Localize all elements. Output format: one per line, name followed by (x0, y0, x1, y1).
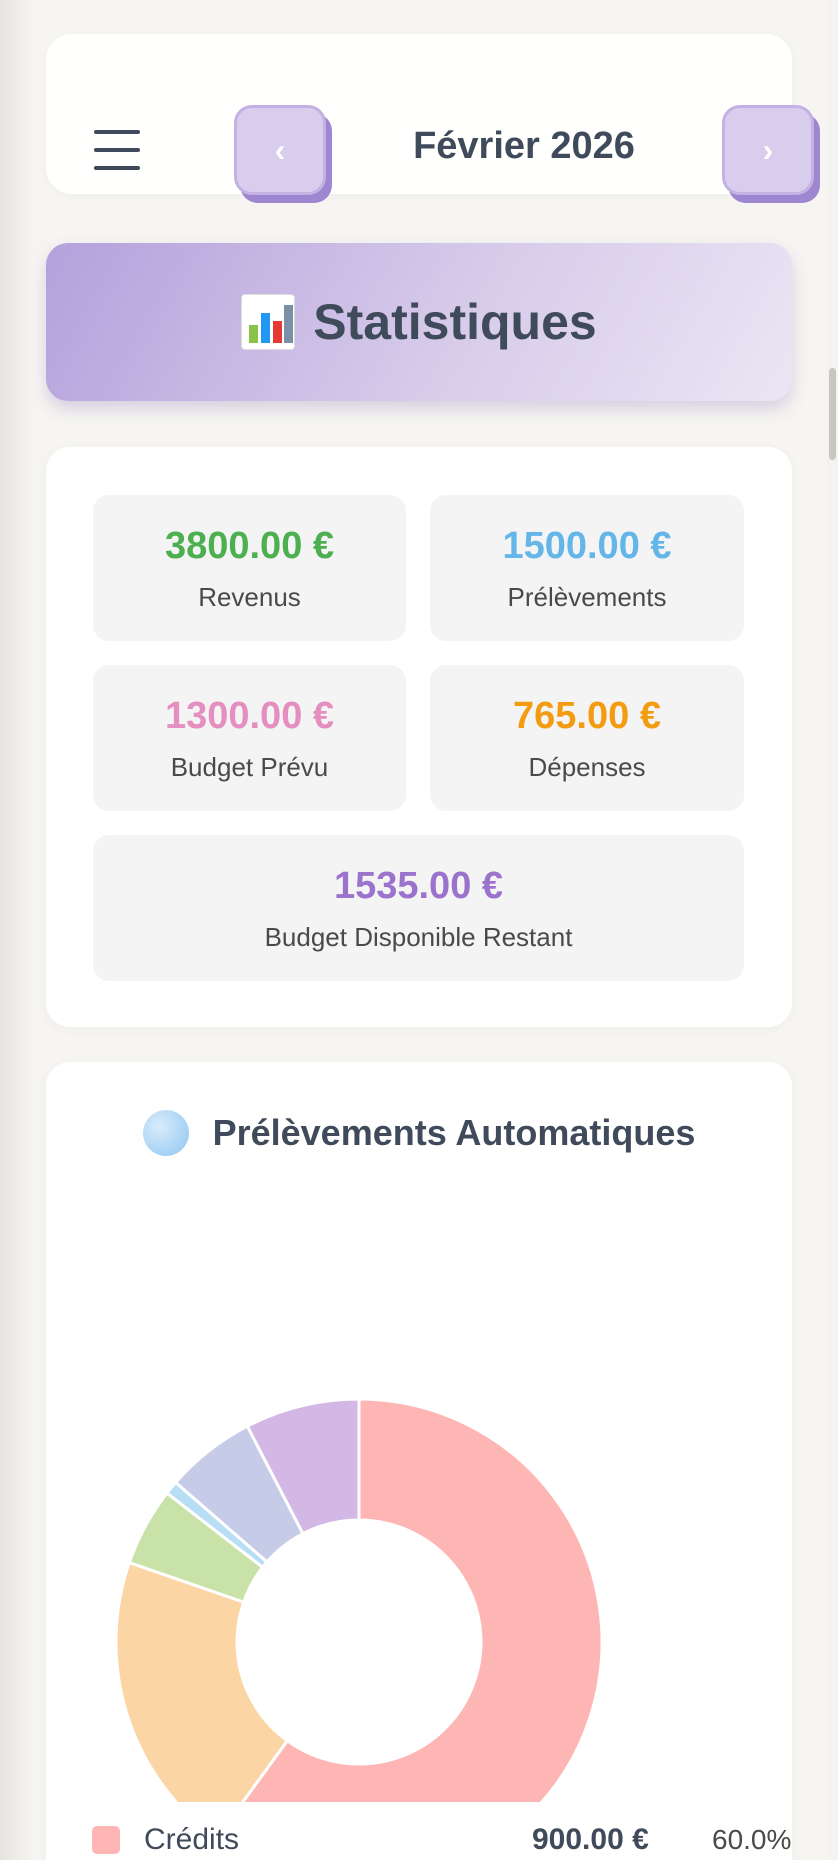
legend-amount: 900.00 € (532, 1823, 649, 1856)
donut-slice-1[interactable] (114, 1560, 290, 1802)
previous-month-button[interactable]: ‹ (234, 105, 326, 195)
scrollbar-thumb[interactable] (829, 368, 836, 460)
left-edge-shadow (0, 0, 34, 1860)
stat-depenses: 765.00 € Dépenses (430, 665, 744, 811)
prelevements-chart-card: Prélèvements Automatiques Crédits 900.00… (46, 1062, 792, 1860)
stat-budget-restant: 1535.00 € Budget Disponible Restant (93, 835, 744, 981)
stat-revenus-label: Revenus (198, 582, 301, 612)
bar-chart-icon (241, 294, 296, 350)
donut-slice-5[interactable] (245, 1397, 361, 1536)
stat-budget-restant-value: 1535.00 € (333, 865, 504, 907)
legend-item-credits[interactable]: Crédits 900.00 € 60.0% (92, 1818, 792, 1860)
stat-budget-prevu-value: 1300.00 € (164, 695, 335, 737)
stat-prelevements: 1500.00 € Prélèvements (430, 495, 744, 641)
stat-revenus: 3800.00 € Revenus (93, 495, 406, 641)
stat-budget-prevu: 1300.00 € Budget Prévu (93, 665, 406, 811)
stat-prelevements-value: 1500.00 € (502, 525, 672, 567)
chevron-right-icon: › (762, 131, 774, 168)
donut-chart (114, 1397, 604, 1802)
next-month-button[interactable]: › (722, 105, 814, 195)
statistics-banner: Statistiques (46, 243, 792, 401)
legend-swatch (92, 1826, 120, 1854)
month-title: Février 2026 (413, 125, 635, 167)
scrollbar[interactable] (826, 0, 838, 1860)
hamburger-icon[interactable] (94, 130, 140, 170)
legend-name: Crédits (144, 1823, 240, 1856)
donut-slice-0[interactable] (216, 1397, 604, 1802)
page-title: Statistiques (313, 294, 597, 350)
stat-budget-restant-label: Budget Disponible Restant (264, 922, 573, 952)
chart-title-text: Prélèvements Automatiques (212, 1112, 696, 1153)
chart-title: Prélèvements Automatiques (46, 1110, 792, 1156)
stat-revenus-value: 3800.00 € (164, 525, 335, 567)
stats-summary-card: 3800.00 € Revenus 1500.00 € Prélèvements… (46, 447, 792, 1027)
blue-circle-icon (142, 1110, 189, 1156)
stat-depenses-label: Dépenses (528, 752, 646, 782)
stat-prelevements-label: Prélèvements (507, 582, 667, 612)
stat-budget-prevu-label: Budget Prévu (170, 752, 329, 782)
stat-depenses-value: 765.00 € (513, 695, 661, 737)
legend-percent: 60.0% (712, 1824, 792, 1855)
month-header: ‹ Février 2026 › (46, 34, 814, 195)
chevron-left-icon: ‹ (274, 131, 286, 168)
